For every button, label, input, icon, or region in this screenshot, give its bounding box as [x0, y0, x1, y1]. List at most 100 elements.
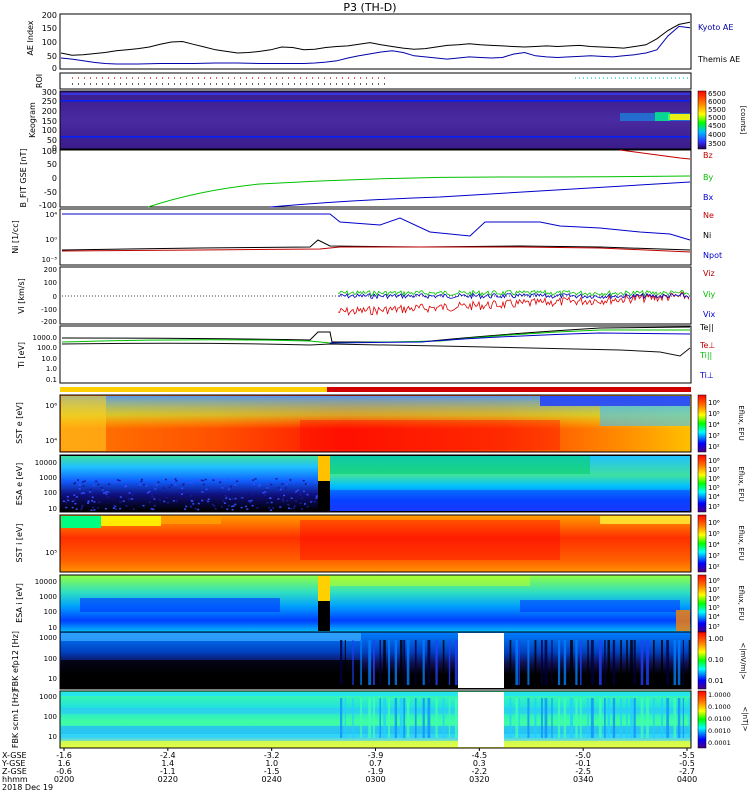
fbk-e-tick-label: 100	[44, 655, 57, 663]
esa-e-noise-cell	[252, 479, 255, 481]
fbk-e-stripe	[544, 640, 548, 685]
esa-e-noise-cell	[302, 480, 305, 482]
fbk-e-tick-label: 1000	[39, 634, 57, 642]
ae-tick-label: 100	[42, 38, 57, 47]
esa-e-noise-cell	[234, 484, 237, 486]
ae-tick-label: 0	[52, 64, 57, 73]
bfit-bx-line	[269, 181, 691, 208]
esa-e-noise-cell	[71, 506, 74, 509]
esa-e-noise-cell	[128, 498, 130, 500]
esa-e-noise-cell	[225, 496, 228, 498]
esa-e-noise-cell	[89, 488, 92, 491]
esa-e-noise-cell	[105, 493, 108, 495]
sst-i-ylabel: SST i [eV]	[15, 524, 24, 563]
esa-e-noise-cell	[104, 491, 107, 493]
esa-e-noise-cell	[213, 505, 216, 507]
esa-i-tick-label: 10	[48, 624, 57, 632]
esa-e-noise-cell	[83, 492, 85, 494]
x-axis-y-gse-label: 1.0	[265, 759, 278, 768]
esa-i-cb-tick: 10⁴	[708, 613, 720, 621]
fbk-e-stripe	[442, 640, 445, 685]
keogram-cb-tick: 4000	[708, 131, 726, 139]
fbk-b-cb-tick: 0.0100	[708, 715, 731, 723]
fbk-e-stripe	[383, 640, 386, 685]
panel-sst-e: SST e [eV] 10⁶ 10⁴ 10⁶ 10⁵ 10⁴ 10³ 10² E…	[15, 394, 745, 453]
fbk-b-stripe	[646, 698, 649, 738]
keogram-tick-label: 200	[42, 107, 57, 116]
keogram-tick-label: 50	[47, 136, 57, 145]
esa-e-noise-cell	[281, 483, 284, 485]
esa-e-noise-cell	[301, 508, 303, 510]
fbk-b-stripe	[626, 698, 628, 738]
esa-e-noise-cell	[202, 479, 205, 482]
fbk-b-stripe	[414, 698, 417, 738]
fbk-e-colorbar	[697, 631, 707, 690]
esa-i-cb-label: Eflux, EFU	[737, 585, 745, 620]
esa-e-noise-cell	[113, 506, 116, 509]
esa-e-noise-cell	[295, 490, 298, 493]
fbk-e-stripe	[677, 640, 681, 685]
fbk-e-stripe	[633, 640, 636, 685]
fbk-b-stripe	[551, 698, 553, 738]
bfit-legend-bz: Bz	[703, 151, 713, 160]
esa-e-noise-cell	[295, 500, 297, 502]
esa-e-noise-cell	[212, 479, 215, 481]
esa-e-ylabel: ESA e [eV]	[15, 463, 24, 505]
x-row-label-xgse: X-GSE	[2, 751, 27, 760]
esa-e-noise-cell	[289, 479, 292, 481]
esa-e-noise-cell	[91, 492, 94, 494]
esa-e-noise-cell	[101, 479, 103, 481]
esa-e-noise-cell	[157, 481, 160, 483]
fbk-e-stripe	[558, 640, 561, 685]
esa-e-noise-cell	[128, 492, 131, 494]
sst-e-cb-tick: 10³	[708, 432, 720, 440]
fbk-b-stripe	[612, 698, 616, 738]
esa-e-noise-cell	[245, 481, 248, 483]
fbk-b-stripe	[388, 698, 390, 738]
temperature-tepar-line	[61, 326, 691, 343]
esa-e-noise-cell	[98, 501, 101, 503]
esa-e-noise-cell	[234, 503, 237, 506]
bfit-ylabel: B_FIT GSE [nT]	[19, 149, 28, 208]
esa-e-noise-cell	[229, 498, 231, 500]
keogram-cb-tick: 5000	[708, 114, 726, 122]
temperature-tick-label: 100.0	[37, 344, 57, 352]
esa-e-noise-cell	[241, 497, 244, 499]
esa-e-tick-label: 10000	[35, 459, 57, 467]
sst-e-ylabel: SST e [eV]	[15, 402, 24, 444]
esa-e-noise-cell	[239, 497, 242, 499]
esa-e-noise-cell	[293, 507, 296, 509]
fbk-b-stripe	[368, 698, 372, 738]
temperature-tick-label: 1.0	[46, 365, 57, 373]
temperature-tick-label: 1000.0	[33, 334, 58, 342]
esa-i-cb-tick: 10⁸	[708, 577, 720, 585]
fbk-e-ylabel: FBK efp12 [Hz]	[11, 631, 20, 691]
esa-e-noise-cell	[293, 505, 296, 507]
velocity-viy-line	[337, 289, 690, 297]
esa-e-noise-cell	[81, 507, 84, 509]
x-axis-y-gse-label: 1.6	[58, 759, 71, 768]
x-axis-hhmm-label: 0220	[158, 775, 178, 784]
keogram-tick-label: 250	[42, 97, 57, 106]
density-legend-ni: Ni	[703, 231, 711, 240]
esa-i-colorbar	[697, 574, 707, 633]
velocity-legend-viz: Viz	[703, 269, 715, 278]
esa-e-noise-cell	[266, 487, 269, 489]
esa-e-noise-cell	[201, 491, 204, 493]
x-axis-z-gse-label: -1.9	[368, 767, 384, 776]
temperature-tick-label: 0.1	[46, 376, 57, 384]
esa-e-noise-cell	[250, 499, 253, 502]
fbk-e-stripe	[599, 640, 602, 685]
esa-e-noise-cell	[61, 479, 64, 481]
esa-e-noise-cell	[286, 500, 289, 502]
fbk-e-stripe	[580, 640, 582, 685]
esa-e-noise-cell	[74, 502, 77, 505]
esa-e-noise-cell	[124, 485, 127, 488]
keogram-cb-tick: 4500	[708, 122, 726, 130]
esa-e-noise-cell	[220, 479, 223, 481]
fbk-b-stripe	[383, 698, 386, 738]
esa-e-noise-cell	[131, 494, 134, 496]
temperature-tipar-line	[61, 329, 690, 344]
fbk-e-stripe	[607, 640, 610, 685]
esa-e-noise-cell	[277, 487, 280, 489]
